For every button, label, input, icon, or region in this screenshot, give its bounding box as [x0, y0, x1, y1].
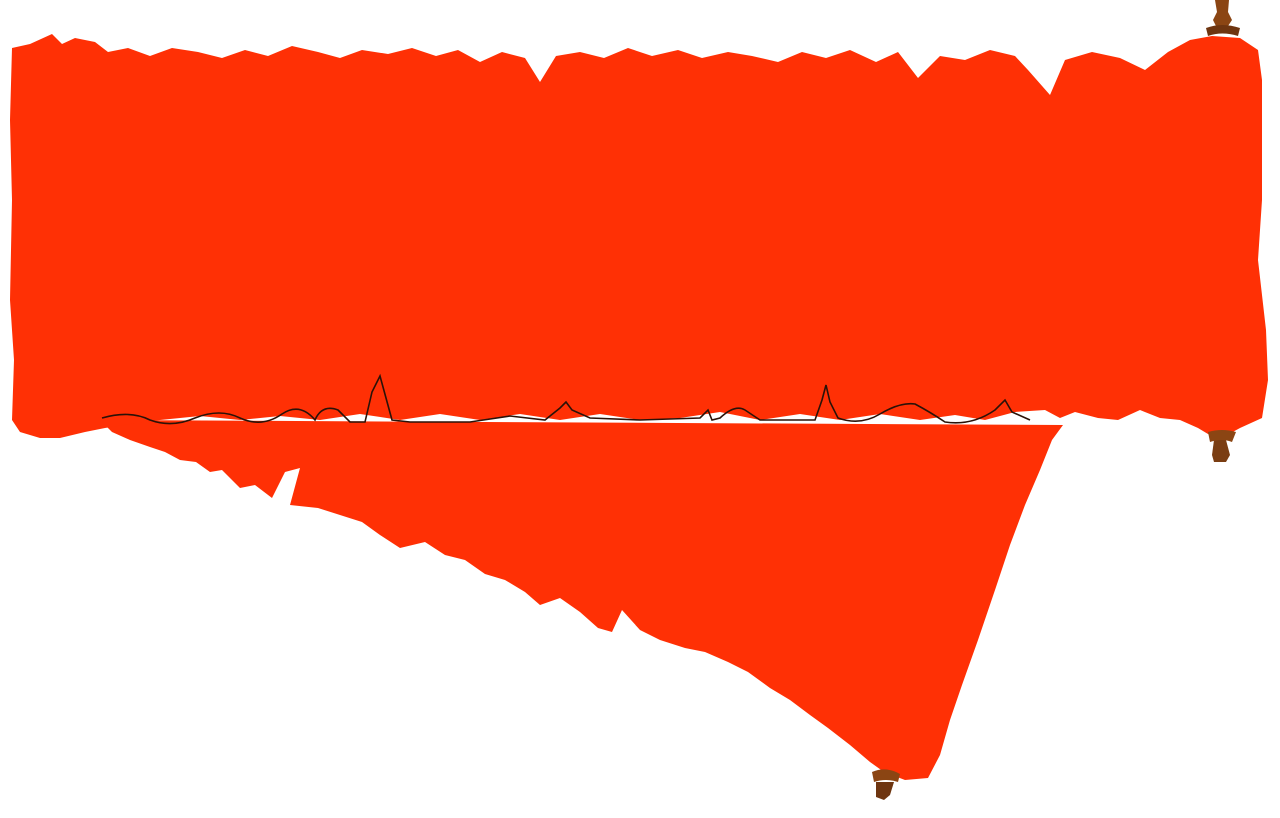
lower-scroll-panel — [100, 420, 1063, 780]
bottom-scroll-handle — [872, 769, 900, 800]
top-right-handle — [1206, 0, 1240, 36]
scroll-fold-line — [101, 373, 1031, 425]
upper-scroll-panel — [10, 34, 1268, 440]
bottom-right-handle — [1208, 430, 1236, 462]
